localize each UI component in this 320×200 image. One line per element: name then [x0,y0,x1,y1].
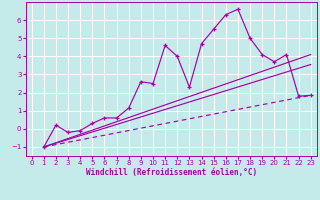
X-axis label: Windchill (Refroidissement éolien,°C): Windchill (Refroidissement éolien,°C) [86,168,257,177]
